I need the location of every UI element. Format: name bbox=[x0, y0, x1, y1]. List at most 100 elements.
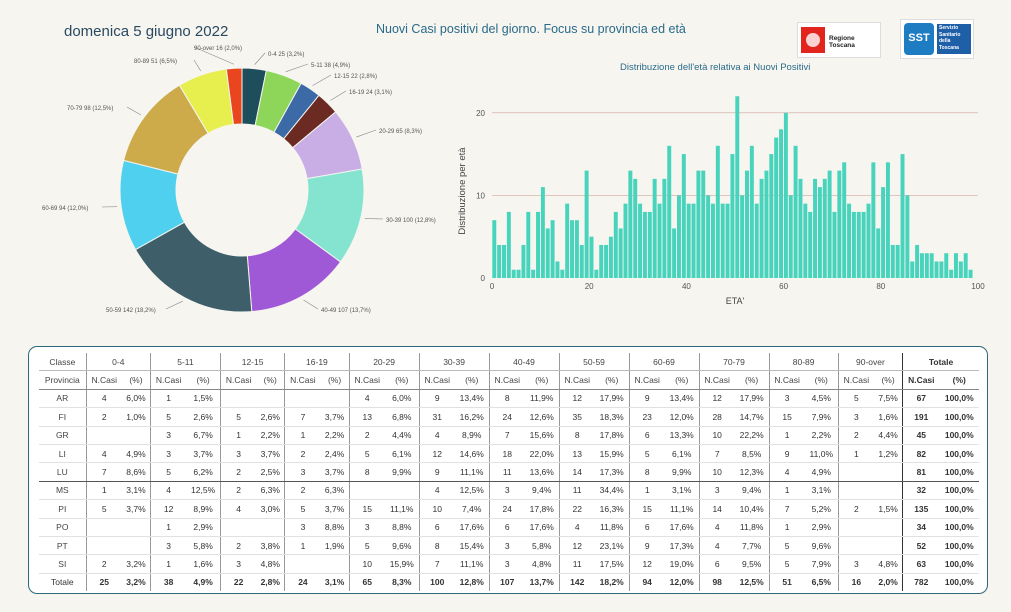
page-title: Nuovi Casi positivi del giorno. Focus su… bbox=[376, 22, 686, 36]
histogram-bar bbox=[813, 178, 818, 278]
pct-cell: 3,7% bbox=[121, 499, 151, 519]
pct-cell: 4,9% bbox=[804, 462, 839, 482]
ncasi-cell: 3 bbox=[837, 554, 875, 574]
ncasi-cell: 1 bbox=[284, 536, 321, 556]
histogram-bar bbox=[919, 253, 924, 278]
column-header-class: 70-79 bbox=[698, 353, 769, 372]
pct-cell: 3,7% bbox=[320, 462, 350, 482]
pct-cell: 6,0% bbox=[384, 389, 420, 409]
pct-cell: 12,3% bbox=[734, 462, 769, 482]
province-cell: MS bbox=[39, 481, 87, 501]
histogram-bar bbox=[715, 145, 720, 278]
column-header-pct: (%) bbox=[594, 370, 630, 390]
histogram-bar bbox=[774, 137, 779, 278]
ncasi-cell: 1 bbox=[149, 554, 187, 574]
histogram-bar bbox=[847, 203, 852, 278]
column-header-pct: (%) bbox=[186, 370, 221, 390]
ncasi-cell: 7 bbox=[85, 462, 122, 482]
pct-cell: 8,5% bbox=[734, 444, 769, 464]
ncasi-cell: 3 bbox=[284, 462, 321, 482]
total-ncasi-cell: 51 bbox=[768, 572, 805, 592]
ncasi-cell: 1 bbox=[149, 389, 187, 409]
column-header-ncasi: N.Casi bbox=[698, 370, 735, 390]
grand-total-cell: 782 bbox=[902, 572, 940, 592]
histogram-bar bbox=[910, 261, 915, 278]
pct-cell: 12,0% bbox=[664, 407, 700, 427]
column-header-pct: (%) bbox=[256, 370, 285, 390]
ncasi-cell: 4 bbox=[85, 444, 122, 464]
histogram-bar bbox=[589, 236, 594, 278]
slice-label-50-59: 50-59 142 (18,2%) bbox=[106, 308, 156, 314]
pct-cell: 7,9% bbox=[804, 554, 839, 574]
ncasi-cell: 4 bbox=[348, 389, 385, 409]
ncasi-cell: 3 bbox=[149, 444, 187, 464]
ncasi-cell: 1 bbox=[768, 518, 805, 537]
slice-label-20-29: 20-29 65 (8,3%) bbox=[379, 129, 422, 135]
histogram-bar bbox=[511, 269, 516, 278]
histogram-bar bbox=[837, 170, 842, 278]
histogram-bar bbox=[711, 203, 715, 278]
column-header-class: 20-29 bbox=[348, 353, 420, 372]
ncasi-cell: 2 bbox=[284, 444, 321, 464]
ncasi-cell: 24 bbox=[488, 407, 525, 427]
column-header-ncasi: N.Casi bbox=[348, 370, 385, 390]
table-row: MS 1 3,1% 4 12,5% 2 6,3% 2 6,3% 4 12,5% 3 9,4% 11 34,4… bbox=[39, 481, 979, 501]
pct-cell: 2,9% bbox=[804, 518, 839, 537]
column-header-class: 50-59 bbox=[558, 353, 630, 372]
histogram-bar bbox=[667, 145, 672, 278]
histogram-bar bbox=[686, 203, 691, 278]
pct-cell: 3,1% bbox=[664, 481, 700, 501]
pct-cell: 6,7% bbox=[186, 426, 221, 445]
histogram-bar bbox=[618, 228, 623, 278]
pct-cell: 11,8% bbox=[594, 518, 630, 537]
column-header-class: 12-15 bbox=[219, 353, 285, 372]
ncasi-cell: 9 bbox=[418, 462, 455, 482]
pct-cell: 3,2% bbox=[121, 554, 151, 574]
pct-cell: 17,9% bbox=[594, 389, 630, 409]
histogram-bar bbox=[958, 261, 963, 278]
pct-cell: 15,9% bbox=[594, 444, 630, 464]
histogram-bar bbox=[934, 261, 939, 278]
ncasi-cell bbox=[837, 481, 875, 501]
table-row: PI 5 3,7% 12 8,9% 4 3,0% 5 3,7% 15 11,1% 10 7,4% 24 17… bbox=[39, 499, 979, 519]
ncasi-cell bbox=[837, 518, 875, 537]
ncasi-cell: 9 bbox=[628, 536, 665, 556]
histogram-bar bbox=[545, 228, 550, 278]
leader-line bbox=[303, 299, 319, 310]
histogram-bar bbox=[963, 253, 968, 278]
province-cell: GR bbox=[39, 426, 87, 445]
province-cell: LI bbox=[39, 444, 87, 464]
ncasi-cell: 5 bbox=[348, 444, 385, 464]
column-header-pct: (%) bbox=[664, 370, 700, 390]
row-total-pct-cell: 100,0% bbox=[939, 462, 979, 482]
ncasi-cell: 4 bbox=[219, 499, 257, 519]
ncasi-cell bbox=[219, 389, 257, 409]
leader-line bbox=[285, 63, 309, 73]
x-tick-label: 40 bbox=[682, 282, 691, 291]
total-pct-cell: 13,7% bbox=[524, 572, 560, 592]
pct-cell: 9,9% bbox=[384, 462, 420, 482]
histogram-bar bbox=[876, 228, 881, 278]
ncasi-cell: 3 bbox=[149, 536, 187, 556]
pct-cell: 11,1% bbox=[454, 554, 490, 574]
histogram-bar bbox=[885, 162, 890, 278]
pct-cell: 6,3% bbox=[256, 481, 285, 501]
pct-cell: 4,9% bbox=[121, 444, 151, 464]
column-header-pct: (%) bbox=[121, 370, 151, 390]
histogram-bar bbox=[638, 203, 643, 278]
column-header-classe: Classe bbox=[39, 353, 87, 372]
histogram-bar bbox=[604, 244, 609, 278]
ncasi-cell: 3 bbox=[488, 481, 525, 501]
pct-cell: 1,6% bbox=[874, 407, 903, 427]
pct-cell: 8,6% bbox=[121, 462, 151, 482]
histogram-bar bbox=[929, 253, 934, 278]
province-cell: PT bbox=[39, 536, 87, 556]
ncasi-cell: 2 bbox=[219, 462, 257, 482]
ncasi-cell bbox=[837, 462, 875, 482]
pct-cell: 8,8% bbox=[384, 518, 420, 537]
table-row: PT 3 5,8% 2 3,8% 1 1,9% 5 9,6% 8 15,4% 3 5,8% 12 23,1%… bbox=[39, 536, 979, 556]
pct-cell: 6,1% bbox=[384, 444, 420, 464]
ncasi-cell: 10 bbox=[348, 554, 385, 574]
pct-cell: 17,9% bbox=[734, 389, 769, 409]
histogram-bar bbox=[949, 269, 954, 278]
